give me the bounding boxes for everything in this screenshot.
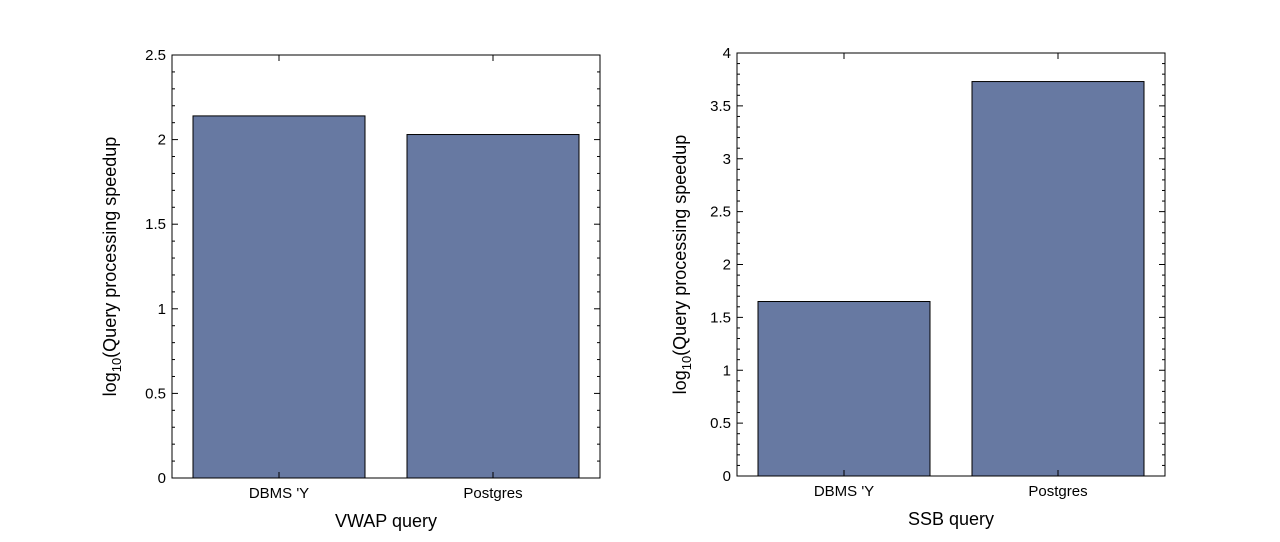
x-tick-labels-vwap: DBMS 'Y Postgres [249,485,523,502]
y-tick-label-2-5: 2.5 [145,47,166,64]
y-tick-label-0-5: 0.5 [145,385,166,402]
y-axis-title-suffix: (Query processing speedup [670,135,690,356]
y-tick-label-2: 2 [723,257,731,274]
bar-postgres [971,81,1145,477]
y-tick-label-1: 1 [723,362,731,379]
y-axis-title-subscript: 10 [109,358,124,372]
y-tick-label-0-5: 0.5 [710,415,731,432]
y-axis-title-prefix: log [670,370,690,394]
x-axis-title-vwap: VWAP query [335,511,437,531]
y-tick-label-zero: 0 [723,468,731,485]
x-axis-title-ssb: SSB query [908,509,994,529]
bar-postgres [406,134,580,479]
y-tick-label-1-5: 1.5 [145,216,166,233]
y-tick-label-2: 2 [158,132,166,149]
tick-group-vwap [172,54,600,479]
y-tick-labels-ssb: 0 0.5 1 1.5 2 2.5 3 3.5 4 [710,45,731,485]
x-tick-label-dbms-y: DBMS 'Y [249,485,309,502]
y-axis-title-suffix: (Query processing speedup [100,137,120,358]
bar-group-vwap [192,115,580,479]
y-tick-label-1-5: 1.5 [710,309,731,326]
x-tick-label-dbms-y: DBMS 'Y [814,483,874,500]
tick-group-ssb [737,52,1165,477]
y-tick-label-3-5: 3.5 [710,98,731,115]
chart-ssb: 0 0.5 1 1.5 2 2.5 3 3.5 4 DBMS 'Y Postgres SSB qu… [670,45,1166,529]
bar-group-ssb [757,81,1145,477]
bar-dbms-y [757,301,931,477]
x-tick-label-postgres: Postgres [1028,483,1087,500]
y-axis-title-vwap: log10(Query processing speedup [100,137,124,397]
y-axis-title-subscript: 10 [679,356,694,370]
y-axis-title-prefix: log [100,372,120,396]
x-tick-labels-ssb: DBMS 'Y Postgres [814,483,1088,500]
y-tick-label-1: 1 [158,301,166,318]
bar-dbms-y [192,115,366,479]
y-tick-labels-vwap: 0 0.5 1 1.5 2 2.5 [145,47,166,487]
y-tick-label-2-5: 2.5 [710,204,731,221]
y-tick-label-3: 3 [723,151,731,168]
chart-vwap: 00.511.522.5 DBMS 'Y Postgres VWAP query … [100,47,601,531]
y-tick-label-zero: 0 [158,470,166,487]
y-tick-label-4: 4 [723,45,731,62]
y-axis-title-ssb: log10(Query processing speedup [670,135,694,395]
x-tick-label-postgres: Postgres [463,485,522,502]
